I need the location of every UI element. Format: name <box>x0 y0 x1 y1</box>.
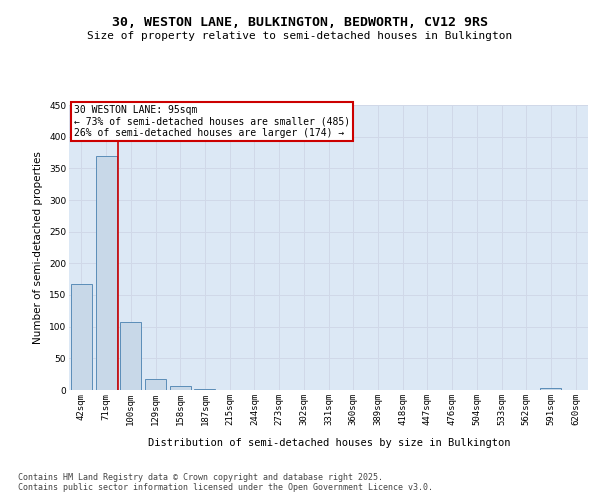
Bar <box>145 378 166 390</box>
Y-axis label: Number of semi-detached properties: Number of semi-detached properties <box>34 151 43 344</box>
Bar <box>95 156 116 390</box>
Bar <box>541 388 562 390</box>
Text: Size of property relative to semi-detached houses in Bulkington: Size of property relative to semi-detach… <box>88 31 512 41</box>
Text: 30, WESTON LANE, BULKINGTON, BEDWORTH, CV12 9RS: 30, WESTON LANE, BULKINGTON, BEDWORTH, C… <box>112 16 488 29</box>
Text: Distribution of semi-detached houses by size in Bulkington: Distribution of semi-detached houses by … <box>148 438 510 448</box>
Text: 30 WESTON LANE: 95sqm
← 73% of semi-detached houses are smaller (485)
26% of sem: 30 WESTON LANE: 95sqm ← 73% of semi-deta… <box>74 105 350 138</box>
Text: Contains HM Land Registry data © Crown copyright and database right 2025.
Contai: Contains HM Land Registry data © Crown c… <box>18 473 433 492</box>
Bar <box>71 284 92 390</box>
Bar <box>194 388 215 390</box>
Bar <box>170 386 191 390</box>
Bar <box>120 322 141 390</box>
